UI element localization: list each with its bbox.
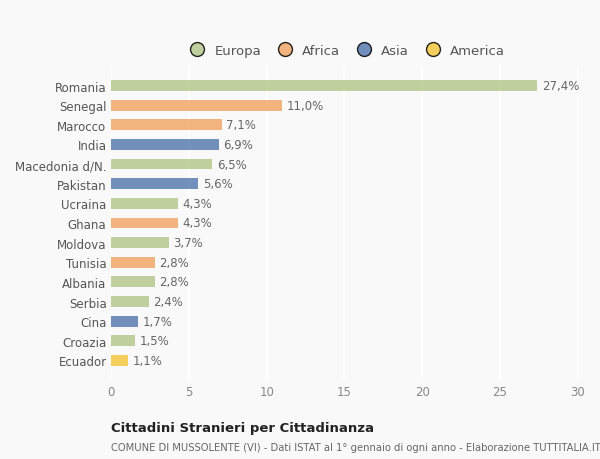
Bar <box>112 297 149 307</box>
Text: 11,0%: 11,0% <box>287 100 324 112</box>
Text: 1,7%: 1,7% <box>142 315 172 328</box>
Bar <box>112 81 537 92</box>
Legend: Europa, Africa, Asia, America: Europa, Africa, Asia, America <box>181 42 508 60</box>
Bar <box>112 336 134 347</box>
Text: 6,9%: 6,9% <box>223 139 253 151</box>
Bar <box>112 159 212 170</box>
Text: Cittadini Stranieri per Cittadinanza: Cittadini Stranieri per Cittadinanza <box>112 421 374 435</box>
Text: 5,6%: 5,6% <box>203 178 233 191</box>
Bar <box>112 316 138 327</box>
Text: 1,1%: 1,1% <box>133 354 163 367</box>
Bar <box>112 238 169 248</box>
Text: 1,5%: 1,5% <box>139 335 169 347</box>
Text: 4,3%: 4,3% <box>183 197 212 210</box>
Text: 2,8%: 2,8% <box>160 276 189 289</box>
Text: COMUNE DI MUSSOLENTE (VI) - Dati ISTAT al 1° gennaio di ogni anno - Elaborazione: COMUNE DI MUSSOLENTE (VI) - Dati ISTAT a… <box>112 442 600 452</box>
Text: 7,1%: 7,1% <box>226 119 256 132</box>
Text: 27,4%: 27,4% <box>542 80 579 93</box>
Text: 3,7%: 3,7% <box>173 236 203 250</box>
Bar <box>112 218 178 229</box>
Text: 6,5%: 6,5% <box>217 158 247 171</box>
Bar <box>112 257 155 268</box>
Text: 2,4%: 2,4% <box>154 296 183 308</box>
Bar <box>112 179 199 190</box>
Bar <box>112 101 283 111</box>
Bar <box>112 277 155 288</box>
Bar <box>112 198 178 209</box>
Bar <box>112 355 128 366</box>
Text: 4,3%: 4,3% <box>183 217 212 230</box>
Bar <box>112 140 218 151</box>
Bar <box>112 120 222 131</box>
Text: 2,8%: 2,8% <box>160 256 189 269</box>
